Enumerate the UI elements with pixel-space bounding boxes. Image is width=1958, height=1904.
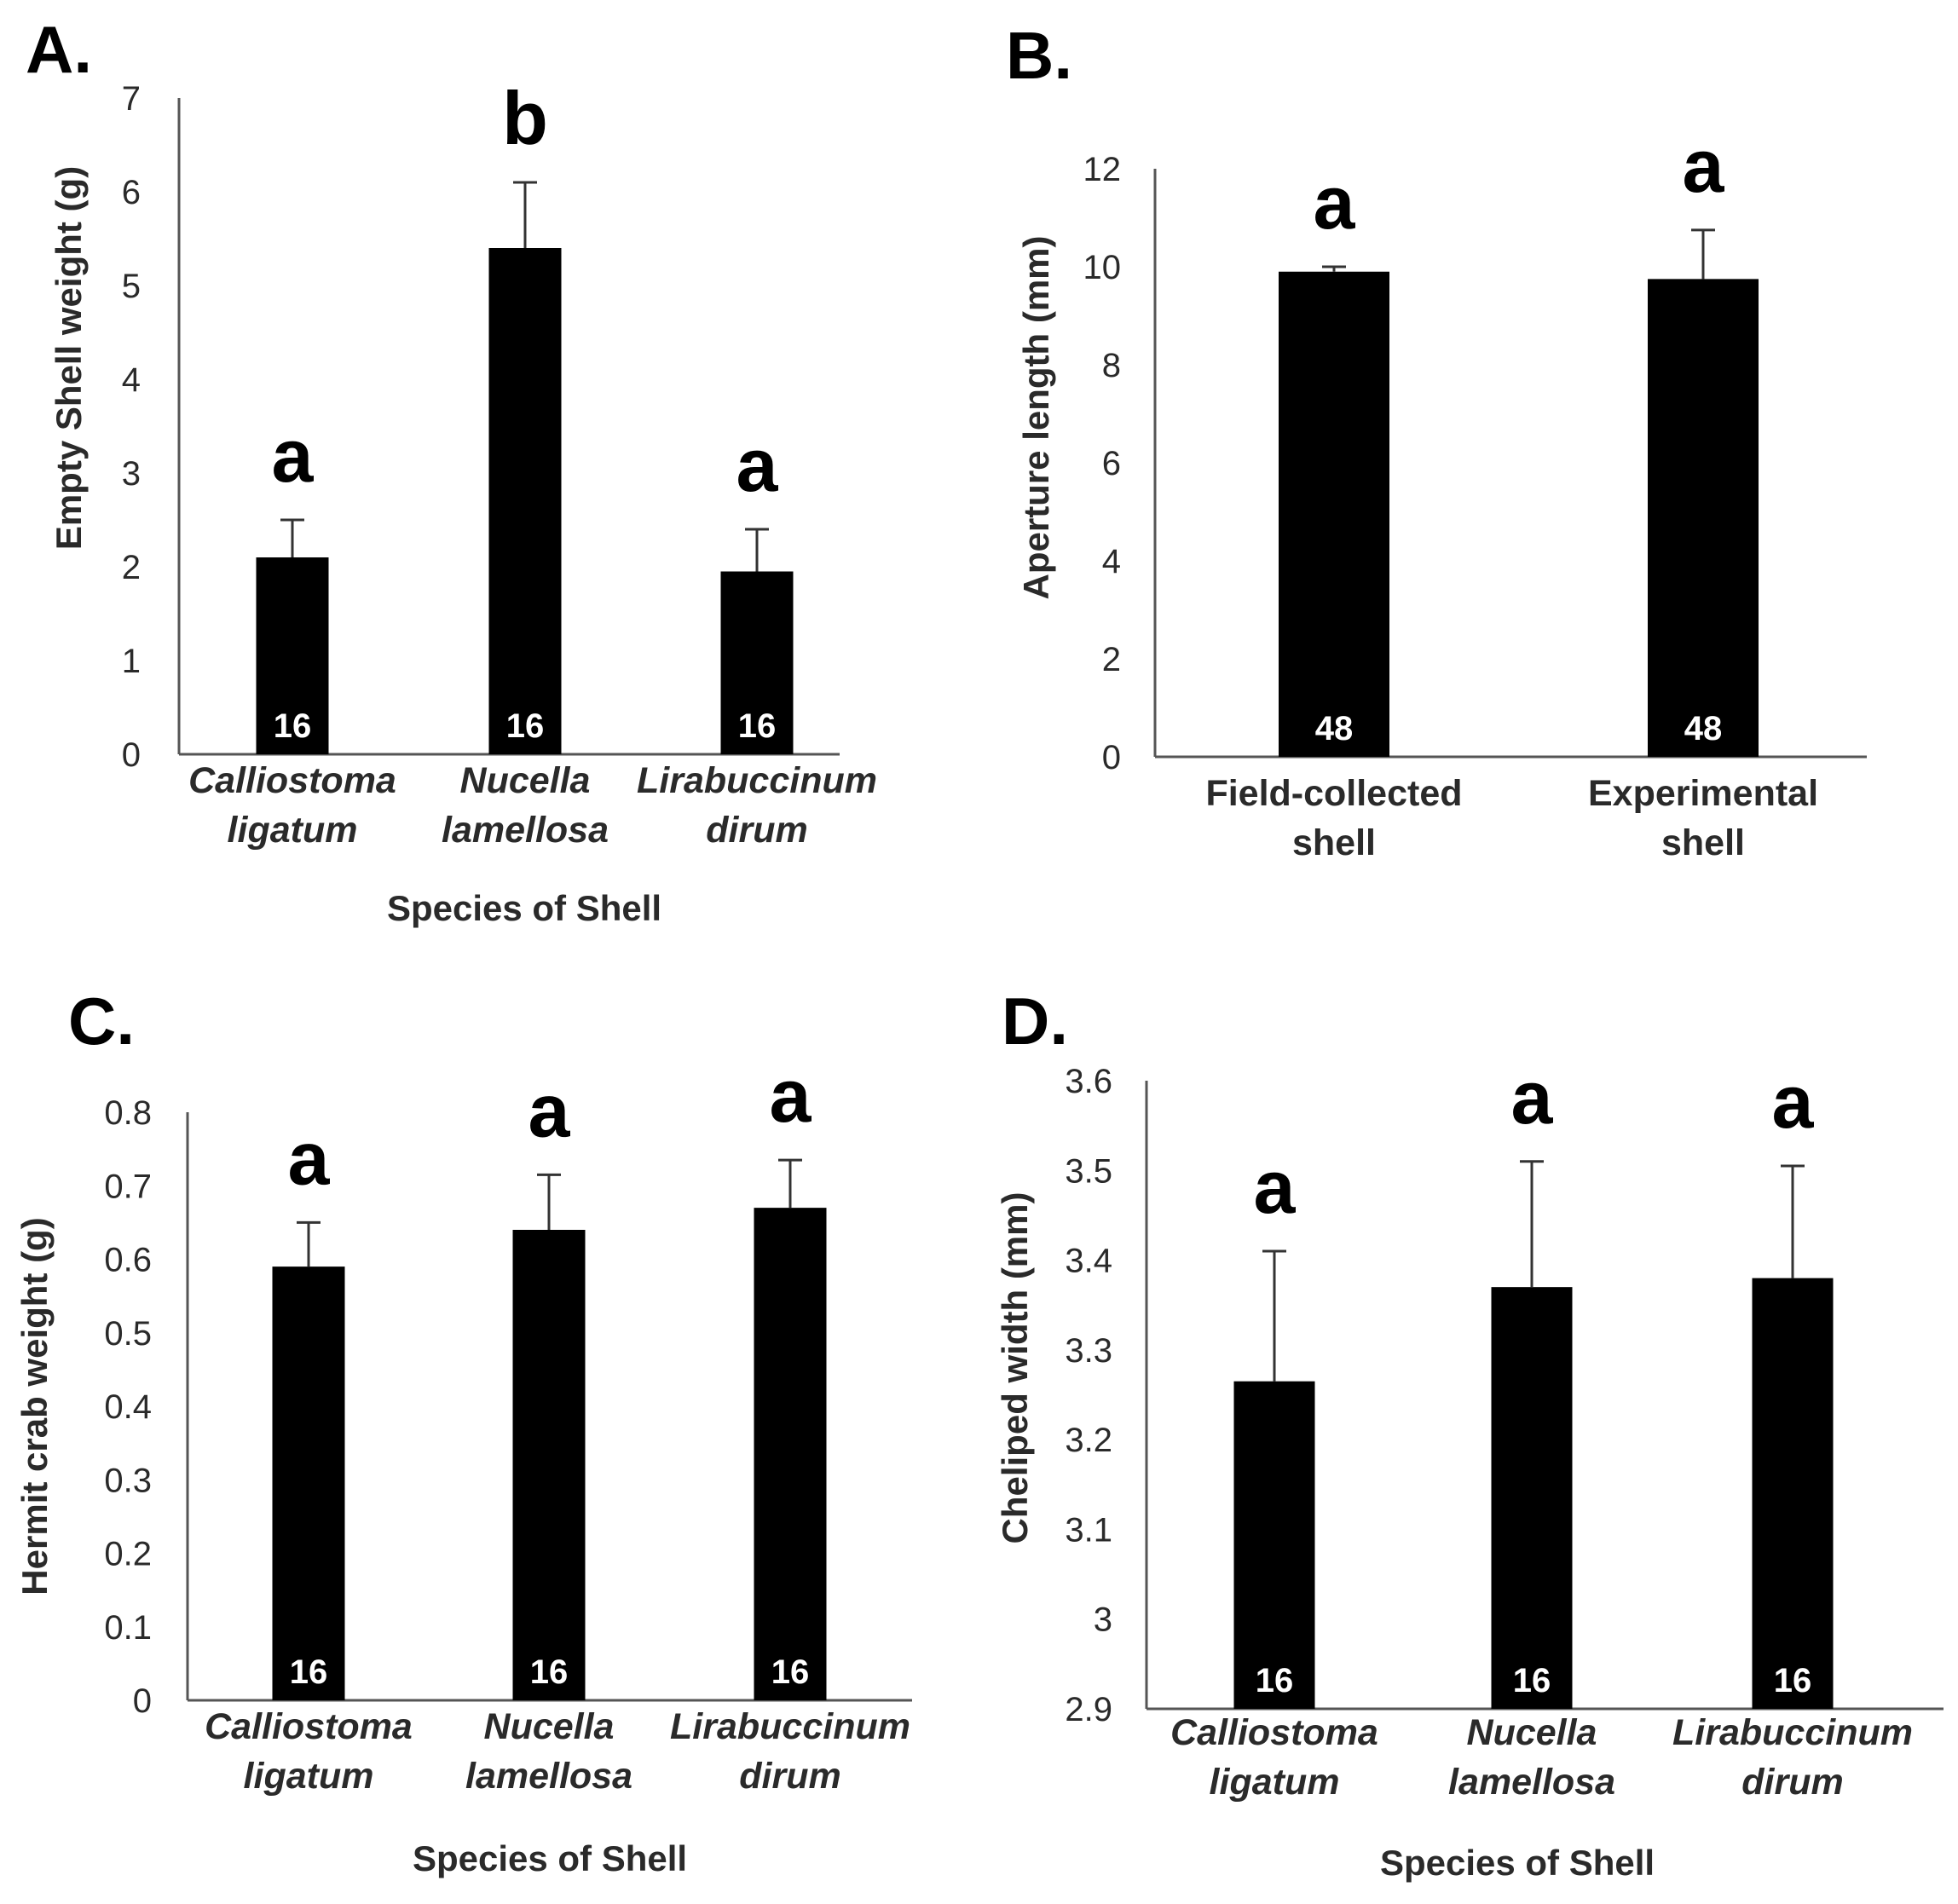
x-axis-title: Species of Shell <box>387 888 661 928</box>
sample-size-label: 16 <box>1256 1662 1294 1699</box>
y-tick-label: 0.7 <box>104 1168 152 1205</box>
x-category-label: shell <box>1661 822 1745 863</box>
y-tick-label: 0.6 <box>104 1242 152 1279</box>
significance-letter: a <box>288 1116 331 1200</box>
significance-letter: a <box>1683 124 1725 208</box>
x-category-label: ligatum <box>244 1756 374 1797</box>
bar <box>720 571 794 754</box>
x-category-label: Experimental <box>1588 773 1818 814</box>
x-category-label: dirum <box>739 1756 840 1797</box>
y-tick-label: 7 <box>122 80 141 118</box>
significance-letter: a <box>736 423 779 507</box>
x-category-label: ligatum <box>228 810 358 851</box>
y-tick-label: 4 <box>1102 543 1121 580</box>
y-tick-label: 0.5 <box>104 1315 152 1353</box>
y-tick-label: 2 <box>122 549 141 586</box>
x-axis-title: Species of Shell <box>413 1838 687 1878</box>
y-tick-label: 0.3 <box>104 1462 152 1499</box>
bar <box>1752 1278 1834 1709</box>
x-category-label: Calliostoma <box>188 760 396 801</box>
y-tick-label: 2.9 <box>1065 1691 1112 1728</box>
bar <box>256 557 329 754</box>
y-tick-label: 10 <box>1083 249 1122 286</box>
y-tick-label: 0.1 <box>104 1609 152 1647</box>
y-tick-label: 0 <box>133 1682 152 1720</box>
y-tick-label: 3.4 <box>1065 1243 1112 1280</box>
y-tick-label: 3 <box>122 455 141 493</box>
x-axis-title: Species of Shell <box>1380 1843 1655 1883</box>
significance-letter: a <box>1254 1145 1297 1229</box>
sample-size-label: 16 <box>274 707 312 745</box>
y-axis-title: Aperture length (mm) <box>1016 235 1056 599</box>
y-axis-title: Hermit crab weight (g) <box>14 1217 55 1595</box>
y-axis-title: Cheliped width (mm) <box>995 1192 1035 1544</box>
x-category-label: ligatum <box>1210 1762 1340 1803</box>
bar <box>754 1208 827 1700</box>
sample-size-label: 16 <box>1774 1662 1812 1699</box>
sample-size-label: 16 <box>290 1653 328 1691</box>
panel-label: C. <box>68 984 135 1059</box>
y-tick-label: 3.1 <box>1065 1511 1112 1549</box>
x-category-label: shell <box>1292 822 1376 863</box>
x-category-label: lamellosa <box>442 810 609 851</box>
y-tick-label: 6 <box>122 174 141 211</box>
significance-letter: a <box>1314 160 1356 245</box>
significance-letter: b <box>502 76 548 160</box>
x-category-label: Calliostoma <box>1170 1712 1378 1753</box>
x-category-label: dirum <box>706 810 807 851</box>
x-category-label: Nucella <box>1467 1712 1597 1753</box>
sample-size-label: 16 <box>1513 1662 1551 1699</box>
y-tick-label: 3.2 <box>1065 1422 1112 1459</box>
sample-size-label: 48 <box>1684 710 1723 747</box>
panel-label: A. <box>26 12 92 87</box>
y-tick-label: 0.2 <box>104 1536 152 1573</box>
y-tick-label: 5 <box>122 268 141 305</box>
significance-letter: a <box>272 413 315 498</box>
significance-letter: a <box>1511 1055 1554 1140</box>
bar <box>488 248 562 754</box>
x-category-label: Nucella <box>460 760 591 801</box>
sample-size-label: 16 <box>771 1653 810 1691</box>
bar <box>272 1266 345 1700</box>
sample-size-label: 16 <box>530 1653 569 1691</box>
panel-label: B. <box>1006 18 1072 93</box>
bar <box>512 1230 586 1700</box>
x-category-label: Lirabuccinum <box>670 1706 910 1747</box>
y-tick-label: 3 <box>1094 1601 1112 1639</box>
x-category-label: lamellosa <box>1448 1762 1615 1803</box>
sample-size-label: 16 <box>506 707 545 745</box>
bar <box>1491 1287 1573 1709</box>
panel-label: D. <box>1002 984 1068 1059</box>
y-tick-label: 4 <box>122 361 141 399</box>
x-category-label: Lirabuccinum <box>637 760 877 801</box>
y-tick-label: 6 <box>1102 445 1121 482</box>
y-axis-title: Empty Shell weight (g) <box>49 166 89 550</box>
x-category-label: Nucella <box>484 1706 615 1747</box>
y-tick-label: 3.6 <box>1065 1063 1112 1100</box>
x-category-label: lamellosa <box>465 1756 632 1797</box>
y-tick-label: 3.3 <box>1065 1332 1112 1370</box>
significance-letter: a <box>1772 1059 1815 1144</box>
bar <box>1233 1381 1315 1709</box>
sample-size-label: 48 <box>1315 710 1354 747</box>
x-category-label: Lirabuccinum <box>1672 1712 1913 1753</box>
y-tick-label: 3.5 <box>1065 1152 1112 1190</box>
bar <box>1279 271 1389 757</box>
sample-size-label: 16 <box>738 707 777 745</box>
y-tick-label: 8 <box>1102 347 1121 384</box>
bar <box>1648 279 1759 757</box>
x-category-label: Calliostoma <box>205 1706 413 1747</box>
y-tick-label: 2 <box>1102 641 1121 678</box>
y-tick-label: 0.8 <box>104 1094 152 1132</box>
y-tick-label: 0 <box>1102 739 1121 776</box>
y-tick-label: 1 <box>122 643 141 680</box>
x-category-label: dirum <box>1741 1762 1843 1803</box>
y-tick-label: 12 <box>1083 151 1122 188</box>
significance-letter: a <box>528 1068 571 1152</box>
y-tick-label: 0.4 <box>104 1388 152 1426</box>
y-tick-label: 0 <box>122 736 141 774</box>
x-category-label: Field-collected <box>1205 773 1462 814</box>
significance-letter: a <box>770 1053 812 1138</box>
